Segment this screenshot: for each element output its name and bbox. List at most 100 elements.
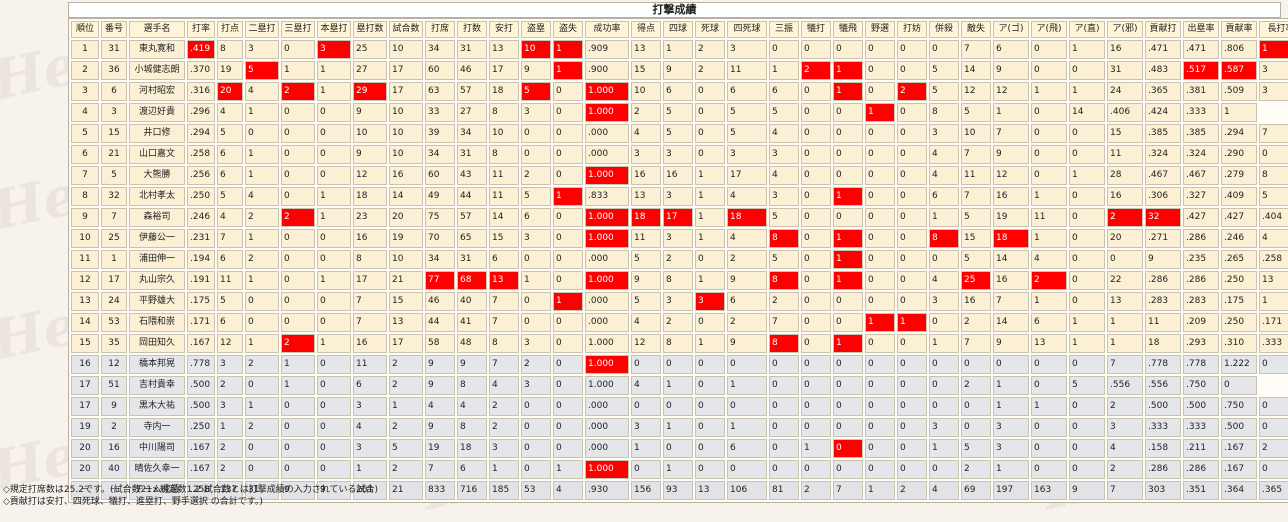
stat-cell: .294: [1221, 124, 1257, 143]
stat-cell: 4: [1259, 229, 1288, 248]
stat-cell: .000: [585, 292, 629, 311]
stat-cell: 5: [663, 103, 693, 122]
column-header: 三振: [769, 21, 799, 38]
stat-cell: 0: [897, 103, 927, 122]
stat-cell: 0: [801, 397, 831, 416]
stat-cell: 0: [865, 355, 895, 374]
stat-cell: 40: [101, 460, 127, 479]
stat-cell: 0: [961, 418, 991, 437]
stat-cell: 7: [993, 292, 1029, 311]
stat-cell: 833: [425, 481, 455, 500]
stat-cell: 18: [631, 208, 661, 227]
stat-cell: 18: [457, 439, 487, 458]
stat-cell: 0: [695, 439, 725, 458]
stat-cell: 4: [929, 166, 959, 185]
stat-cell: .250: [187, 187, 215, 206]
stat-cell: 2: [961, 460, 991, 479]
stat-cell: 8: [663, 271, 693, 290]
stat-cell: 31: [101, 40, 127, 59]
stat-cell: .471: [1183, 40, 1219, 59]
stat-cell: 3: [353, 397, 387, 416]
stat-cell: 10: [389, 103, 423, 122]
stat-cell: 1: [317, 82, 351, 101]
stat-cell: 1: [245, 166, 279, 185]
stat-cell: 5: [769, 250, 799, 269]
stat-cell: 7: [353, 292, 387, 311]
stat-cell: 2: [281, 334, 315, 353]
stat-cell: 32: [101, 187, 127, 206]
stat-cell: 0: [801, 334, 831, 353]
stat-cell: 0: [801, 313, 831, 332]
stat-cell: .404: [1259, 208, 1288, 227]
stat-cell: 716: [457, 481, 487, 500]
stat-cell: 1: [833, 250, 863, 269]
player-name: 東丸寛和: [129, 40, 185, 59]
stat-cell: 3: [521, 229, 551, 248]
stat-cell: 1: [897, 313, 927, 332]
stat-cell: 11: [71, 250, 99, 269]
stat-cell: 7: [101, 208, 127, 227]
stat-cell: 1: [993, 376, 1029, 395]
stat-cell: 2: [281, 82, 315, 101]
stat-cell: .279: [1221, 166, 1257, 185]
stat-cell: 0: [281, 313, 315, 332]
stat-cell: 53: [521, 481, 551, 500]
stat-cell: 70: [425, 229, 455, 248]
stat-cell: 0: [317, 145, 351, 164]
stat-cell: 1: [217, 418, 243, 437]
stat-cell: 16: [663, 166, 693, 185]
stat-cell: 0: [897, 271, 927, 290]
stat-cell: 0: [317, 376, 351, 395]
stat-cell: 44: [425, 313, 455, 332]
stat-cell: 0: [833, 418, 863, 437]
stat-cell: 0: [631, 355, 661, 374]
stat-cell: 4: [217, 103, 243, 122]
stat-cell: 5: [71, 124, 99, 143]
column-header: 成功率: [585, 21, 629, 38]
stat-cell: 12: [71, 271, 99, 290]
column-header: 試合数: [389, 21, 423, 38]
stat-cell: 24: [101, 292, 127, 311]
stat-cell: 21: [101, 145, 127, 164]
stat-cell: 1: [769, 61, 799, 80]
stat-cell: 18: [489, 82, 519, 101]
stat-cell: 261: [353, 481, 387, 500]
stat-cell: 10: [389, 40, 423, 59]
stat-cell: 5: [101, 166, 127, 185]
stat-cell: 0: [281, 40, 315, 59]
stat-cell: 1: [663, 418, 693, 437]
stat-cell: 0: [897, 145, 927, 164]
stat-cell: 0: [521, 145, 551, 164]
stat-cell: 0: [1069, 250, 1105, 269]
stat-cell: .000: [585, 439, 629, 458]
stat-cell: 5: [961, 250, 991, 269]
stat-cell: 2: [897, 481, 927, 500]
stat-cell: 0: [245, 439, 279, 458]
stat-cell: 13: [489, 40, 519, 59]
player-name: 吉村貴幸: [129, 376, 185, 395]
stat-cell: 0: [1031, 40, 1067, 59]
stat-cell: .000: [585, 250, 629, 269]
player-name: 森裕司: [129, 208, 185, 227]
stat-cell: 0: [961, 355, 991, 374]
stat-cell: 1: [281, 376, 315, 395]
stat-cell: 106: [727, 481, 767, 500]
stat-cell: 0: [727, 397, 767, 416]
stat-cell: .556: [1145, 376, 1181, 395]
stat-cell: 2: [245, 208, 279, 227]
stat-cell: 8: [929, 229, 959, 248]
column-header: 盗失: [553, 21, 583, 38]
stat-cell: 163: [1031, 481, 1067, 500]
stat-cell: 34: [425, 145, 455, 164]
player-name: 中川陽司: [129, 439, 185, 458]
stat-cell: 34: [457, 124, 487, 143]
stat-cell: 9: [353, 145, 387, 164]
stat-cell: .778: [1145, 355, 1181, 374]
stat-cell: 0: [727, 460, 767, 479]
stat-cell: 0: [897, 355, 927, 374]
stat-cell: 1: [101, 250, 127, 269]
stat-cell: 5: [961, 208, 991, 227]
column-header: ア(直): [1069, 21, 1105, 38]
stat-cell: 0: [1069, 292, 1105, 311]
stat-cell: －: [71, 481, 99, 500]
